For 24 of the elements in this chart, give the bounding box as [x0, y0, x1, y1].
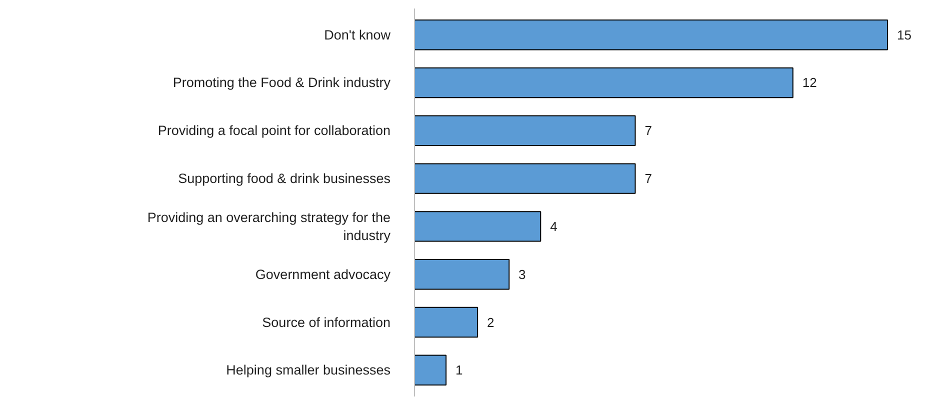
data-label: 7 — [644, 171, 652, 186]
y-tick-label: Source of information — [262, 314, 391, 330]
y-tick-label: Providing an overarching strategy for the industry — [147, 210, 391, 243]
data-label: 3 — [518, 266, 526, 282]
data-label: 7 — [644, 123, 652, 138]
data-label: 4 — [550, 218, 558, 234]
bar — [414, 306, 478, 338]
data-label: 12 — [802, 75, 817, 90]
bar — [414, 354, 447, 386]
bar — [414, 211, 542, 242]
bar — [414, 67, 794, 98]
y-tick-label: Helping smaller businesses — [226, 362, 391, 378]
y-tick-label: Government advocacy — [255, 266, 391, 282]
data-label: 2 — [487, 314, 494, 330]
data-label: 1 — [455, 362, 463, 378]
bar — [414, 163, 636, 194]
data-label: 15 — [896, 27, 912, 42]
bar — [414, 19, 888, 50]
y-tick-label: Supporting food & drink businesses — [178, 171, 391, 186]
y-tick-label: Don't know — [324, 27, 391, 42]
y-tick-label: Promoting the Food & Drink industry — [172, 75, 391, 90]
y-tick-label: Providing a focal point for collaboration — [158, 123, 391, 138]
bar — [414, 259, 510, 290]
bar — [414, 115, 636, 146]
